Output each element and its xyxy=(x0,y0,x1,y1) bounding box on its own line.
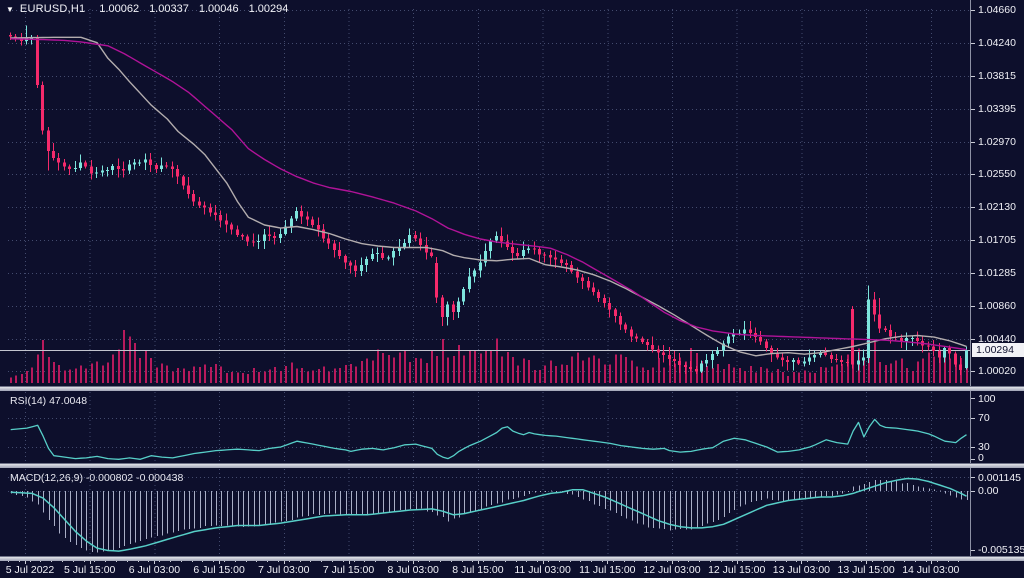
pane-separator xyxy=(0,556,1024,561)
price-axis-label: 1.02970 xyxy=(978,136,1016,148)
rsi-indicator-label: RSI(14) 47.0048 xyxy=(10,395,88,407)
rsi-axis-label: 70 xyxy=(978,412,990,424)
pane-separator[interactable] xyxy=(0,463,1024,468)
time-axis-label: 6 Jul 15:00 xyxy=(193,564,245,576)
macd-axis-zero-label: 0.00 xyxy=(978,485,999,497)
ma-slow-line xyxy=(10,38,967,351)
macd-axis-min-label: -0.005135 xyxy=(978,544,1024,556)
candlestick-series xyxy=(9,25,968,376)
price-axis-label: 1.03395 xyxy=(978,103,1016,115)
time-axis-label: 13 Jul 15:00 xyxy=(837,564,895,576)
rsi-axis-label: 100 xyxy=(978,393,996,405)
ohlc-high: 1.00337 xyxy=(149,3,189,15)
price-axis-label: 1.00440 xyxy=(978,333,1016,345)
time-axis-label: 5 Jul 15:00 xyxy=(64,564,116,576)
chart-header: ▼ EURUSD,H1 1.00062 1.00337 1.00046 1.00… xyxy=(6,2,298,16)
time-axis-label: 8 Jul 15:00 xyxy=(452,564,504,576)
price-axis-border xyxy=(970,0,971,560)
price-axis-label: 1.02130 xyxy=(978,201,1016,213)
price-axis-label: 1.04240 xyxy=(978,37,1016,49)
time-axis-label: 8 Jul 03:00 xyxy=(387,564,439,576)
price-axis-label: 1.01705 xyxy=(978,234,1016,246)
symbol-dropdown-icon[interactable]: ▼ xyxy=(6,4,14,14)
symbol-title: EURUSD,H1 xyxy=(19,3,86,15)
time-axis-label: 13 Jul 03:00 xyxy=(772,564,830,576)
time-axis-label: 5 Jul 2022 xyxy=(5,564,55,576)
macd-indicator-label: MACD(12,26,9) -0.000802 -0.000438 xyxy=(10,472,184,484)
price-axis-label: 1.00860 xyxy=(978,300,1016,312)
current-price-badge: 1.00294 xyxy=(972,343,1024,357)
time-axis-label: 7 Jul 03:00 xyxy=(258,564,310,576)
time-axis-label: 11 Jul 03:00 xyxy=(514,564,571,576)
rsi-axis-label: 30 xyxy=(978,441,990,453)
ohlc-open: 1.00062 xyxy=(99,3,140,15)
rsi-axis-label: 0 xyxy=(978,452,984,464)
macd-axis-max-label: 0.001145 xyxy=(978,472,1022,484)
ma-fast-line xyxy=(10,36,967,357)
time-axis-label: 7 Jul 15:00 xyxy=(322,564,375,576)
price-axis-label: 1.01285 xyxy=(978,267,1016,279)
price-axis-label: 1.04660 xyxy=(978,4,1016,16)
price-axis-label: 1.03815 xyxy=(978,70,1016,82)
volume-bars xyxy=(10,330,968,383)
macd-signal-line xyxy=(10,477,967,552)
pane-separator[interactable] xyxy=(0,386,1024,391)
time-axis-label: 12 Jul 03:00 xyxy=(643,564,701,576)
rsi-line xyxy=(10,418,967,460)
ohlc-low: 1.00046 xyxy=(198,3,239,15)
price-axis-label: 1.02550 xyxy=(978,168,1016,180)
time-axis-label: 6 Jul 03:00 xyxy=(128,564,181,576)
time-axis-label: 11 Jul 15:00 xyxy=(579,564,636,576)
time-axis-label: 14 Jul 03:00 xyxy=(902,564,960,576)
time-axis-label: 12 Jul 15:00 xyxy=(708,564,766,576)
ohlc-close: 1.00294 xyxy=(248,3,289,15)
price-axis-label: 1.00020 xyxy=(978,365,1016,377)
